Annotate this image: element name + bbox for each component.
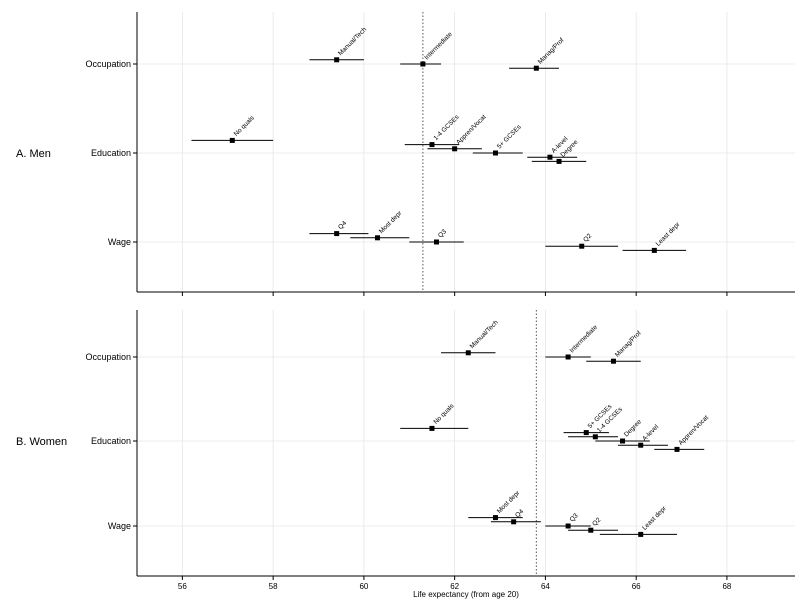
point-marker <box>610 358 616 364</box>
panel-title: B. Women <box>16 436 67 448</box>
x-tick-label: 66 <box>632 582 641 591</box>
x-tick-label: 56 <box>178 582 187 591</box>
point-marker <box>492 150 498 156</box>
point-marker <box>565 354 571 360</box>
y-tick-label: Wage <box>108 521 131 531</box>
point-label: Q2 <box>591 516 602 527</box>
point-marker <box>334 231 340 237</box>
point-marker <box>452 146 458 152</box>
point-marker <box>638 531 644 537</box>
point-marker <box>651 247 657 253</box>
point-marker <box>592 434 598 440</box>
point-marker <box>579 243 585 249</box>
point-marker <box>511 519 517 525</box>
y-tick-label: Education <box>91 148 131 158</box>
y-tick-label: Education <box>91 436 131 446</box>
point-marker <box>533 65 539 71</box>
point-marker <box>556 158 562 164</box>
point-marker <box>492 515 498 521</box>
point-label: Q4 <box>514 508 525 519</box>
x-axis-title: Life expectancy (from age 20) <box>413 590 519 599</box>
point-marker <box>334 57 340 63</box>
point-marker <box>420 61 426 67</box>
point-label: Q3 <box>569 512 580 523</box>
y-tick-label: Wage <box>108 237 131 247</box>
y-tick-label: Occupation <box>85 352 131 362</box>
point-label: Q3 <box>437 228 448 239</box>
point-marker <box>565 523 571 529</box>
point-marker <box>547 154 553 160</box>
panel-title: A. Men <box>16 148 51 160</box>
x-tick-label: 68 <box>722 582 731 591</box>
point-marker <box>638 442 644 448</box>
x-tick-label: 58 <box>269 582 278 591</box>
point-marker <box>375 235 381 241</box>
point-marker <box>434 239 440 245</box>
point-label: Q4 <box>337 220 348 231</box>
point-label: Q2 <box>582 232 593 243</box>
y-tick-label: Occupation <box>85 59 131 69</box>
point-marker <box>674 446 680 452</box>
point-marker <box>429 142 435 148</box>
point-marker <box>465 350 471 356</box>
point-marker <box>588 527 594 533</box>
x-tick-label: 60 <box>359 582 368 591</box>
point-marker <box>229 137 235 143</box>
x-tick-label: 64 <box>541 582 550 591</box>
point-marker <box>429 425 435 431</box>
point-marker <box>620 438 626 444</box>
point-marker <box>583 430 589 436</box>
x-tick-label: 62 <box>450 582 459 591</box>
